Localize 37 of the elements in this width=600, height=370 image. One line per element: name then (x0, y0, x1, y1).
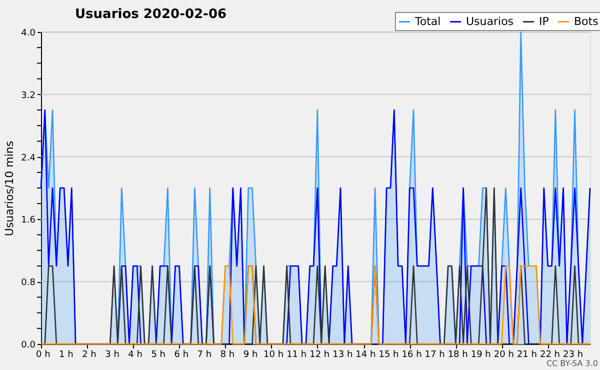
x-tick-label: 22 h (540, 350, 560, 360)
x-tick-label: 7 h (197, 350, 212, 360)
x-tick-label: 17 h (424, 350, 445, 360)
legend-label: Bots (574, 14, 599, 28)
y-tick-label: 1.6 (21, 216, 36, 226)
x-tick-label: 3 h (105, 350, 120, 360)
y-tick-label: 0.8 (21, 278, 36, 288)
x-tick-label: 9 h (243, 350, 258, 360)
y-axis-title: Usuarios/10 mins (3, 140, 16, 236)
chart-title: Usuarios 2020-02-06 (75, 7, 227, 22)
x-tick-label: 5 h (151, 350, 166, 360)
x-tick-label: 20 h (494, 350, 514, 360)
x-tick-label: 6 h (174, 350, 189, 360)
x-tick-label: 13 h (332, 350, 353, 360)
x-tick-label: 12 h (310, 350, 330, 360)
legend-label: IP (539, 14, 550, 28)
y-tick-label: 0.0 (21, 340, 36, 350)
x-tick-label: 10 h (264, 350, 284, 360)
x-tick-label: 8 h (220, 350, 235, 360)
legend-label: Usuarios (466, 14, 514, 28)
x-tick-label: 18 h (448, 350, 468, 360)
y-tick-label: 3.2 (21, 90, 36, 101)
x-tick-label: 21 h (516, 350, 537, 360)
y-tick-label: 4.0 (21, 28, 36, 38)
x-tick-label: 11 h (286, 350, 307, 360)
legend-label: Total (414, 14, 441, 28)
x-tick-label: 0 h (36, 350, 50, 360)
x-tick-label: 15 h (378, 350, 399, 360)
x-tick-label: 16 h (402, 350, 422, 360)
x-tick-label: 2 h (82, 350, 96, 360)
x-tick-label: 19 h (470, 350, 491, 360)
text: CC BY-SA 3.0 (546, 359, 598, 368)
x-tick-label: 4 h (128, 350, 142, 360)
x-tick-label: 14 h (356, 350, 376, 360)
y-tick-label: 2.4 (21, 153, 36, 164)
x-tick-label: 23 h (563, 350, 584, 360)
x-tick-label: 1 h (59, 350, 74, 360)
